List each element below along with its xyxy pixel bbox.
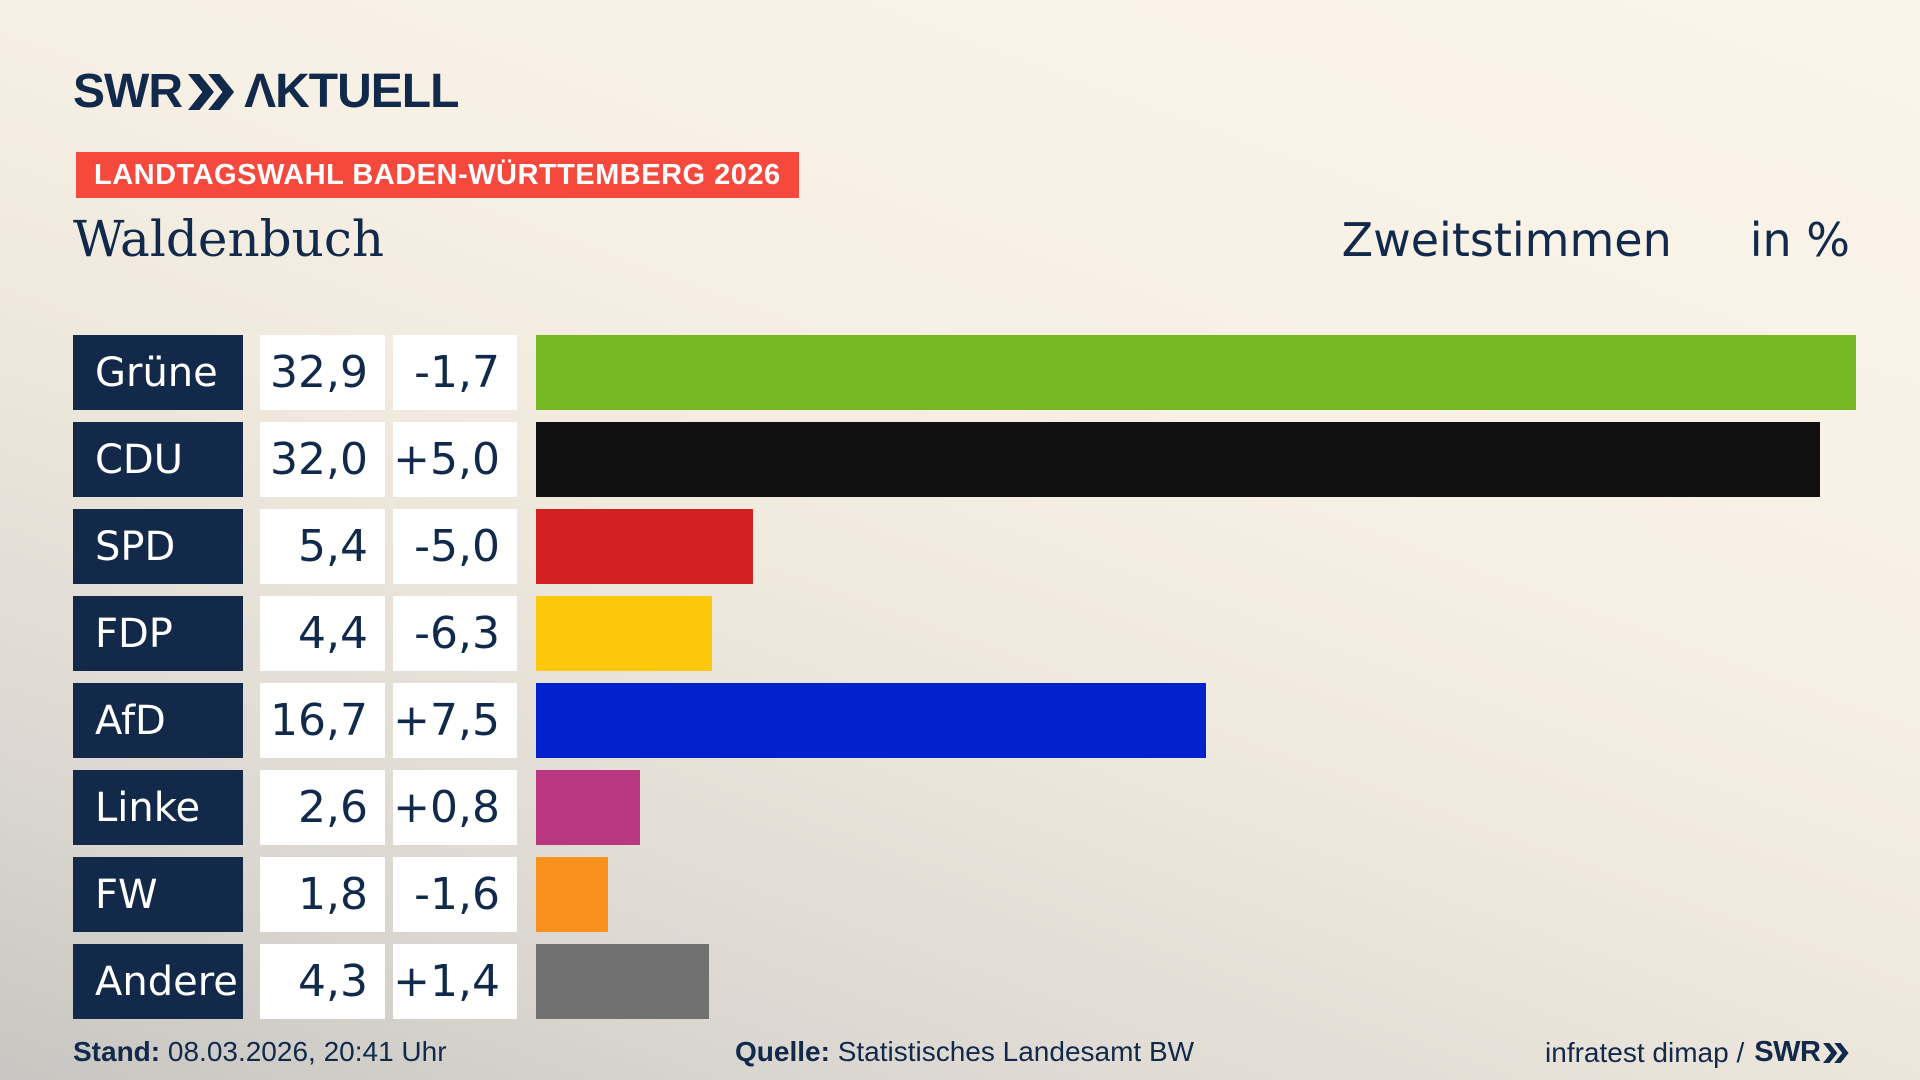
stand-value: 08.03.2026, 20:41 Uhr bbox=[167, 1036, 447, 1067]
party-label: Grüne bbox=[73, 335, 243, 410]
party-label: FW bbox=[73, 857, 243, 932]
measure-title: Zweitstimmen in % bbox=[1342, 213, 1850, 267]
party-row: CDU 32,0 +5,0 bbox=[73, 422, 1856, 497]
party-bar-track bbox=[536, 422, 1856, 497]
party-value: 5,4 bbox=[260, 509, 385, 584]
swr-chevrons-icon bbox=[187, 73, 235, 110]
party-bar-track bbox=[536, 857, 1856, 932]
quelle-label: Quelle: bbox=[735, 1036, 830, 1067]
party-label: Linke bbox=[73, 770, 243, 845]
election-badge: LANDTAGSWAHL BADEN-WÜRTTEMBERG 2026 bbox=[76, 152, 799, 198]
party-label: AfD bbox=[73, 683, 243, 758]
party-value: 32,0 bbox=[260, 422, 385, 497]
party-change: +5,0 bbox=[393, 422, 517, 497]
party-label: SPD bbox=[73, 509, 243, 584]
party-row: FDP 4,4 -6,3 bbox=[73, 596, 1856, 671]
brand-aktuell: ΛKTUELL bbox=[244, 65, 459, 118]
party-change: -6,3 bbox=[393, 596, 517, 671]
party-row: AfD 16,7 +7,5 bbox=[73, 683, 1856, 758]
party-value: 4,3 bbox=[260, 944, 385, 1019]
unit-label: in % bbox=[1749, 213, 1850, 267]
party-bar bbox=[536, 509, 753, 584]
party-bar-track bbox=[536, 683, 1856, 758]
quelle-info: Quelle: Statistisches Landesamt BW bbox=[735, 1036, 1194, 1068]
credit-swr-text: SWR bbox=[1754, 1036, 1821, 1068]
party-change: -1,7 bbox=[393, 335, 517, 410]
party-bar bbox=[536, 683, 1207, 758]
party-change: +7,5 bbox=[393, 683, 517, 758]
party-bar bbox=[536, 422, 1820, 497]
party-label: FDP bbox=[73, 596, 243, 671]
measure-label: Zweitstimmen bbox=[1341, 213, 1672, 267]
party-change: +1,4 bbox=[393, 944, 517, 1019]
party-label: Andere bbox=[73, 944, 243, 1019]
party-row: FW 1,8 -1,6 bbox=[73, 857, 1856, 932]
party-row: Linke 2,6 +0,8 bbox=[73, 770, 1856, 845]
results-chart: Grüne 32,9 -1,7 CDU 32,0 +5,0 SPD 5,4 -5… bbox=[73, 335, 1856, 1031]
credit-text: infratest dimap / bbox=[1545, 1036, 1745, 1068]
stand-label: Stand: bbox=[73, 1036, 161, 1067]
party-bar bbox=[536, 944, 709, 1019]
municipality-title: Waldenbuch bbox=[73, 210, 385, 268]
stand-info: Stand: 08.03.2026, 20:41 Uhr bbox=[73, 1036, 447, 1068]
party-row: Grüne 32,9 -1,7 bbox=[73, 335, 1856, 410]
credit-info: infratest dimap / SWR bbox=[1545, 1036, 1849, 1069]
party-bar-track bbox=[536, 335, 1856, 410]
swr-logo: SWR ΛKTUELL bbox=[73, 64, 459, 119]
party-value: 32,9 bbox=[260, 335, 385, 410]
party-row: Andere 4,3 +1,4 bbox=[73, 944, 1856, 1019]
party-bar bbox=[536, 335, 1856, 410]
party-bar bbox=[536, 770, 641, 845]
party-row: SPD 5,4 -5,0 bbox=[73, 509, 1856, 584]
party-value: 16,7 bbox=[260, 683, 385, 758]
party-bar bbox=[536, 857, 609, 932]
footer: Stand: 08.03.2026, 20:41 Uhr Quelle: Sta… bbox=[73, 1036, 1849, 1072]
party-change: -1,6 bbox=[393, 857, 517, 932]
party-label: CDU bbox=[73, 422, 243, 497]
party-bar-track bbox=[536, 509, 1856, 584]
header-row: Waldenbuch Zweitstimmen in % bbox=[73, 210, 1850, 268]
quelle-value: Statistisches Landesamt BW bbox=[837, 1036, 1195, 1067]
swr-logo-text: SWR bbox=[73, 65, 183, 118]
party-value: 1,8 bbox=[260, 857, 385, 932]
party-value: 2,6 bbox=[260, 770, 385, 845]
party-change: +0,8 bbox=[393, 770, 517, 845]
party-bar-track bbox=[536, 770, 1856, 845]
party-bar-track bbox=[536, 944, 1856, 1019]
party-value: 4,4 bbox=[260, 596, 385, 671]
party-bar bbox=[536, 596, 713, 671]
credit-swr-chevrons-icon bbox=[1820, 1042, 1849, 1063]
credit-swr-logo: SWR bbox=[1754, 1036, 1849, 1069]
party-change: -5,0 bbox=[393, 509, 517, 584]
party-bar-track bbox=[536, 596, 1856, 671]
